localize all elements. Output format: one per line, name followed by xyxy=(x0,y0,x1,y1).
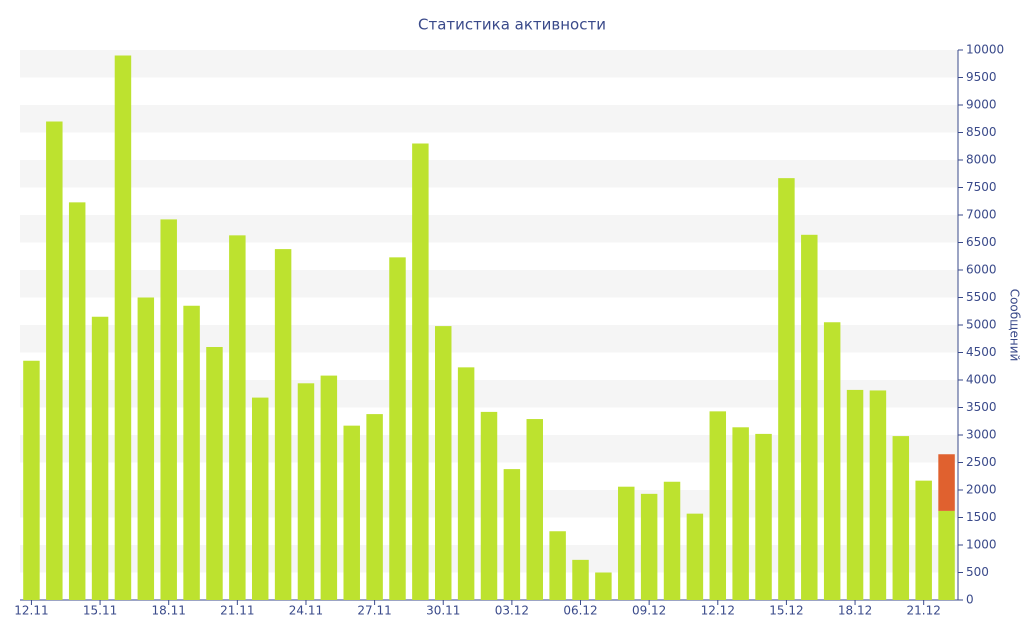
x-tick-label: 15.11 xyxy=(83,604,117,618)
grid-band xyxy=(20,50,958,78)
bar xyxy=(68,202,86,600)
y-tick-label: 4000 xyxy=(966,373,997,387)
y-tick-label: 8000 xyxy=(966,153,997,167)
grid-band xyxy=(20,160,958,188)
x-tick-label: 30.11 xyxy=(426,604,460,618)
x-tick-label: 18.11 xyxy=(152,604,186,618)
bar xyxy=(183,305,200,600)
bar xyxy=(114,55,132,600)
x-tick-label: 06.12 xyxy=(563,604,597,618)
bar xyxy=(823,322,841,600)
bar xyxy=(778,178,795,600)
y-axis-label: Сообщений xyxy=(1008,289,1022,362)
bar xyxy=(732,427,749,600)
bar xyxy=(297,383,315,600)
bar xyxy=(457,367,475,600)
bar xyxy=(412,143,429,600)
x-tick-label: 18.12 xyxy=(838,604,872,618)
bar xyxy=(91,316,109,600)
y-tick-label: 10000 xyxy=(966,43,1004,57)
bar xyxy=(389,257,406,600)
bar xyxy=(686,513,704,600)
bar xyxy=(915,480,932,600)
bar xyxy=(320,375,338,600)
y-tick-label: 2000 xyxy=(966,483,997,497)
bar xyxy=(160,219,177,600)
bar xyxy=(709,411,727,600)
bar xyxy=(846,389,864,600)
x-tick-label: 12.12 xyxy=(701,604,735,618)
bar xyxy=(938,454,955,511)
y-tick-label: 9000 xyxy=(966,98,997,112)
y-tick-label: 6000 xyxy=(966,263,997,277)
bar xyxy=(572,559,589,600)
bar xyxy=(755,433,772,600)
bar xyxy=(869,390,887,600)
grid-band xyxy=(20,105,958,133)
y-tick-label: 1000 xyxy=(966,538,997,552)
y-tick-label: 5500 xyxy=(966,290,997,304)
y-tick-label: 7000 xyxy=(966,208,997,222)
bar xyxy=(549,531,566,600)
bar xyxy=(801,234,818,601)
bar xyxy=(366,414,383,600)
y-tick-label: 5000 xyxy=(966,318,997,332)
bar xyxy=(343,425,360,600)
bar xyxy=(251,397,269,600)
x-tick-label: 21.11 xyxy=(220,604,254,618)
bar xyxy=(480,411,498,600)
bar xyxy=(435,326,452,600)
x-tick-label: 21.12 xyxy=(907,604,941,618)
bar xyxy=(618,486,635,600)
bar xyxy=(503,469,521,600)
y-tick-label: 0 xyxy=(966,593,974,607)
bar xyxy=(137,297,155,600)
bar xyxy=(206,347,223,600)
chart-title: Статистика активности xyxy=(418,16,606,34)
bar xyxy=(229,235,246,600)
y-tick-label: 4500 xyxy=(966,345,997,359)
y-tick-label: 8500 xyxy=(966,125,997,139)
y-tick-label: 1500 xyxy=(966,510,997,524)
bar xyxy=(46,121,63,600)
bar xyxy=(595,572,612,600)
y-tick-label: 6500 xyxy=(966,235,997,249)
x-tick-label: 27.11 xyxy=(357,604,391,618)
y-tick-label: 7500 xyxy=(966,180,997,194)
y-tick-label: 3000 xyxy=(966,428,997,442)
bar xyxy=(23,360,40,600)
bar xyxy=(663,481,681,600)
y-tick-label: 3500 xyxy=(966,400,997,414)
x-tick-label: 12.11 xyxy=(14,604,48,618)
bar xyxy=(526,419,543,600)
x-tick-label: 24.11 xyxy=(289,604,323,618)
y-tick-label: 2500 xyxy=(966,455,997,469)
bar xyxy=(938,510,955,600)
y-tick-label: 9500 xyxy=(966,70,997,84)
bar xyxy=(892,436,910,600)
bar xyxy=(640,493,658,600)
y-tick-label: 500 xyxy=(966,565,989,579)
bar xyxy=(274,249,292,600)
x-tick-label: 03.12 xyxy=(495,604,529,618)
x-tick-label: 09.12 xyxy=(632,604,666,618)
x-tick-label: 15.12 xyxy=(769,604,803,618)
